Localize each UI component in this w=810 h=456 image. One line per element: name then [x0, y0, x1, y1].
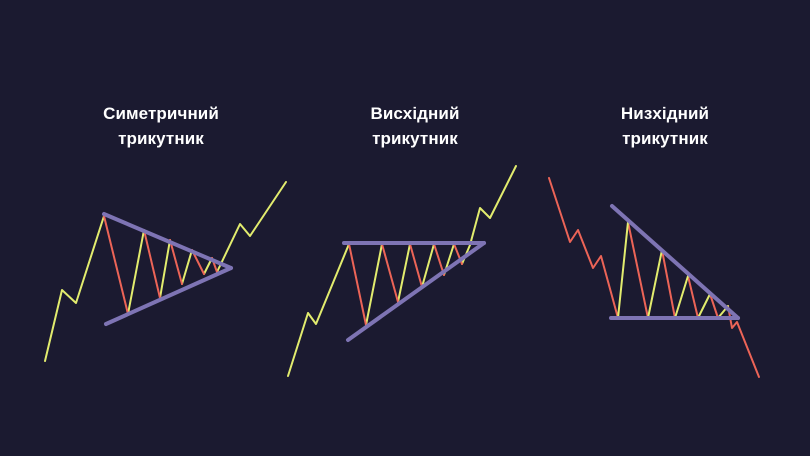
- price-line-up: [287, 243, 350, 377]
- descending-triangle-figure: [548, 177, 760, 378]
- caption-line-1: Низхідний: [620, 104, 710, 123]
- price-line-down: [433, 243, 445, 276]
- price-line-up: [159, 239, 171, 299]
- caption-descending-triangle: Низхідний трикутник: [565, 101, 765, 151]
- support-trendline: [346, 241, 486, 342]
- caption-line-2: трикутник: [118, 129, 204, 148]
- price-line-down: [381, 243, 399, 303]
- resistance-trendline: [102, 212, 233, 270]
- price-line-down: [627, 221, 649, 319]
- price-line-up: [421, 243, 435, 288]
- price-line-up: [397, 243, 411, 303]
- price-line-up: [461, 165, 517, 265]
- caption-ascending-triangle: Висхідний трикутник: [315, 101, 515, 151]
- price-line-up: [617, 221, 629, 319]
- support-trendline: [104, 266, 233, 326]
- price-line-up: [216, 181, 287, 273]
- caption-symmetrical-triangle: Симетричний трикутник: [61, 101, 261, 151]
- resistance-trendline: [610, 204, 740, 320]
- price-line-down: [409, 243, 423, 288]
- price-line-up: [365, 243, 383, 326]
- price-line-down: [103, 215, 129, 315]
- caption-line-1: Симетричний: [103, 104, 219, 123]
- price-line-down: [661, 249, 676, 319]
- caption-line-2: трикутник: [622, 129, 708, 148]
- price-line-up: [697, 293, 711, 319]
- price-line-up: [647, 249, 663, 319]
- price-line-down: [169, 239, 183, 285]
- price-line-up: [44, 215, 105, 362]
- price-line-down: [709, 293, 719, 319]
- symmetrical-triangle-figure: [44, 181, 287, 362]
- caption-line-1: Висхідний: [370, 104, 460, 123]
- caption-line-2: трикутник: [372, 129, 458, 148]
- ascending-triangle-figure: [287, 165, 517, 377]
- price-line-down: [548, 177, 619, 319]
- price-line-up: [674, 275, 689, 319]
- price-line-up: [127, 229, 145, 315]
- price-line-down: [687, 275, 699, 319]
- price-line-up: [181, 249, 193, 285]
- price-line-down: [348, 243, 367, 326]
- price-line-down: [143, 229, 161, 299]
